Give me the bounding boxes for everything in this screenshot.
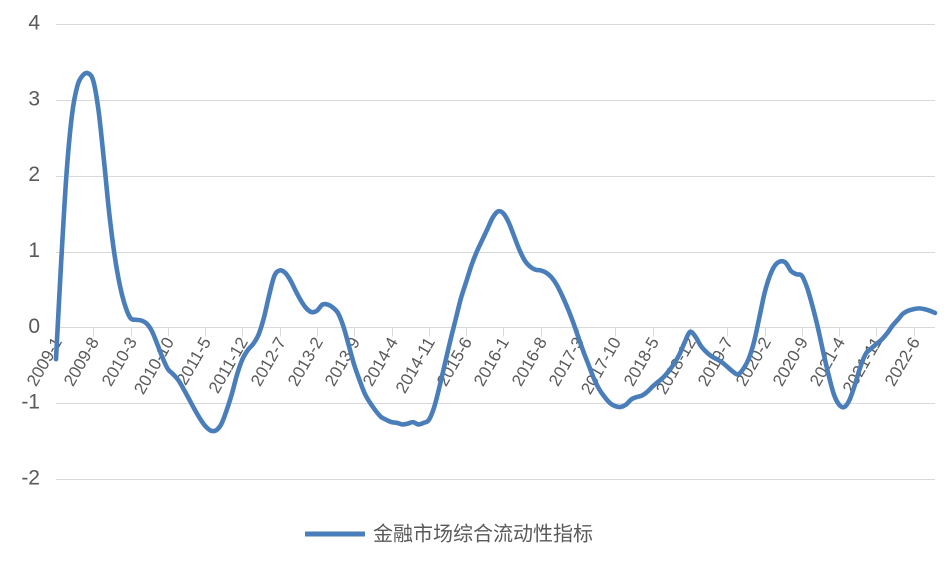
x-axis-tick-label: 2009-1 — [23, 334, 66, 389]
x-axis-tick-label: 2016-8 — [508, 334, 551, 389]
x-axis-tick-labels: 2009-12009-82010-32010-102011-52011-1220… — [23, 334, 924, 398]
x-axis-tick-label: 2022-6 — [881, 334, 924, 389]
y-axis-tick-label: 0 — [28, 315, 40, 338]
x-axis-tickmarks — [56, 327, 915, 337]
y-axis-tick-label: 1 — [28, 239, 40, 262]
y-axis-tick-label: -2 — [21, 467, 40, 490]
legend-label: 金融市场综合流动性指标 — [373, 522, 593, 545]
y-axis-tick-label: -1 — [21, 391, 40, 414]
y-axis-tick-label: 4 — [28, 12, 40, 35]
y-axis-tick-label: 2 — [28, 163, 40, 186]
x-axis-tick-label: 2016-1 — [470, 334, 513, 389]
series-line — [53, 70, 938, 434]
data-series — [53, 70, 938, 434]
x-axis-tick-label: 2013-2 — [284, 334, 327, 389]
x-axis-tick-label: 2020-9 — [769, 334, 812, 389]
chart-legend: 金融市场综合流动性指标 — [305, 522, 593, 545]
gridlines — [56, 24, 935, 480]
y-axis-tick-label: 3 — [28, 87, 40, 110]
y-axis-tick-labels: -2 -1 0 1 2 3 4 — [21, 12, 40, 490]
x-axis-tick-label: 2009-8 — [60, 334, 103, 389]
